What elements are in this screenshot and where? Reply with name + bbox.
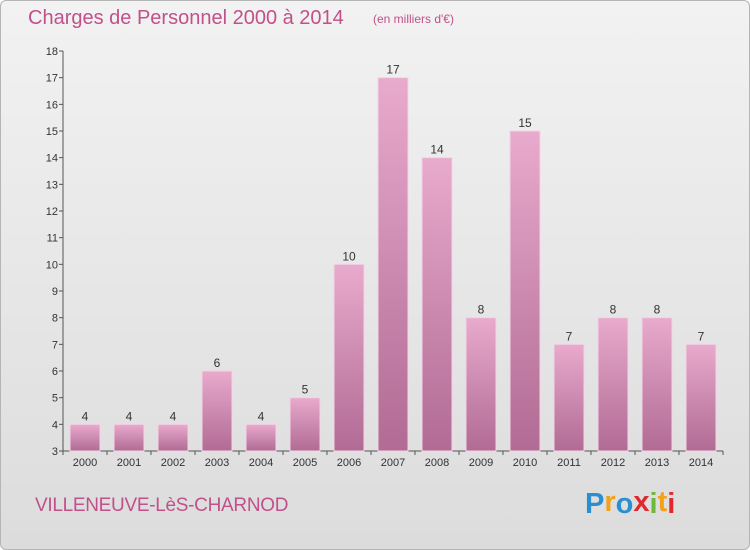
x-tick-label: 2009 — [469, 457, 493, 469]
x-tick-label: 2011 — [557, 457, 581, 469]
y-tick-label: 14 — [46, 153, 58, 165]
y-tick-label: 15 — [46, 126, 58, 138]
x-tick-label: 2002 — [161, 457, 185, 469]
data-label: 8 — [610, 303, 617, 317]
bar — [553, 343, 585, 452]
bar — [157, 423, 189, 452]
data-label: 4 — [258, 409, 265, 423]
x-tick-label: 2005 — [293, 457, 317, 469]
logo-letter: o — [615, 488, 634, 520]
logo-letter: P — [585, 488, 605, 520]
chart-title: Charges de Personnel 2000 à 2014 — [28, 7, 344, 29]
bar — [377, 77, 409, 452]
y-tick-label: 17 — [46, 73, 58, 85]
bar — [685, 343, 717, 452]
y-tick-label: 5 — [52, 393, 58, 405]
x-tick-label: 2003 — [205, 457, 229, 469]
bar — [641, 317, 673, 452]
bar — [289, 397, 321, 452]
data-label: 10 — [342, 249, 356, 263]
bar — [509, 130, 541, 452]
x-tick-label: 2010 — [513, 457, 537, 469]
y-tick-label: 10 — [46, 259, 58, 271]
data-label: 4 — [170, 409, 177, 423]
y-tick-label: 3 — [52, 446, 58, 458]
data-label: 15 — [518, 116, 532, 130]
x-tick-label: 2007 — [381, 457, 405, 469]
x-tick-label: 2012 — [601, 457, 625, 469]
logo-letter: i — [667, 488, 676, 520]
data-label: 6 — [214, 356, 221, 370]
logo-letter: x — [633, 486, 650, 518]
x-tick-label: 2014 — [689, 457, 713, 469]
y-tick-label: 6 — [52, 366, 58, 378]
x-tick-label: 2001 — [117, 457, 141, 469]
data-label: 14 — [430, 143, 444, 157]
y-tick-label: 8 — [52, 313, 58, 325]
logo-letter: i — [649, 488, 658, 520]
data-label: 17 — [386, 63, 400, 77]
bar — [113, 423, 145, 452]
chart-subtitle: (en milliers d'€) — [373, 12, 454, 26]
data-label: 8 — [654, 303, 661, 317]
bar — [69, 423, 101, 452]
bar — [421, 157, 453, 452]
bar — [597, 317, 629, 452]
data-label: 4 — [126, 409, 133, 423]
x-tick-label: 2006 — [337, 457, 361, 469]
commune-name: VILLENEUVE-LèS-CHARNOD — [35, 495, 289, 516]
y-tick-label: 18 — [46, 46, 58, 58]
y-tick-label: 7 — [52, 339, 58, 351]
x-tick-label: 2013 — [645, 457, 669, 469]
data-label: 7 — [566, 329, 573, 343]
y-tick-label: 11 — [47, 233, 58, 245]
y-tick-label: 4 — [52, 419, 58, 431]
data-label: 7 — [698, 329, 705, 343]
x-tick-label: 2000 — [73, 457, 97, 469]
bar — [465, 317, 497, 452]
data-label: 4 — [82, 409, 89, 423]
x-tick-label: 2004 — [249, 457, 273, 469]
data-label: 8 — [478, 303, 485, 317]
logo-letter: r — [604, 486, 616, 518]
data-label: 5 — [302, 383, 309, 397]
y-tick-label: 16 — [46, 99, 58, 111]
proxiti-logo: Proxiti — [585, 486, 676, 521]
y-tick-label: 12 — [46, 206, 58, 218]
bar — [333, 263, 365, 452]
y-tick-label: 13 — [46, 179, 58, 191]
x-tick-label: 2008 — [425, 457, 449, 469]
y-tick-label: 9 — [52, 286, 58, 298]
bar — [245, 423, 277, 452]
logo-letter: t — [657, 486, 668, 518]
bar — [201, 370, 233, 452]
